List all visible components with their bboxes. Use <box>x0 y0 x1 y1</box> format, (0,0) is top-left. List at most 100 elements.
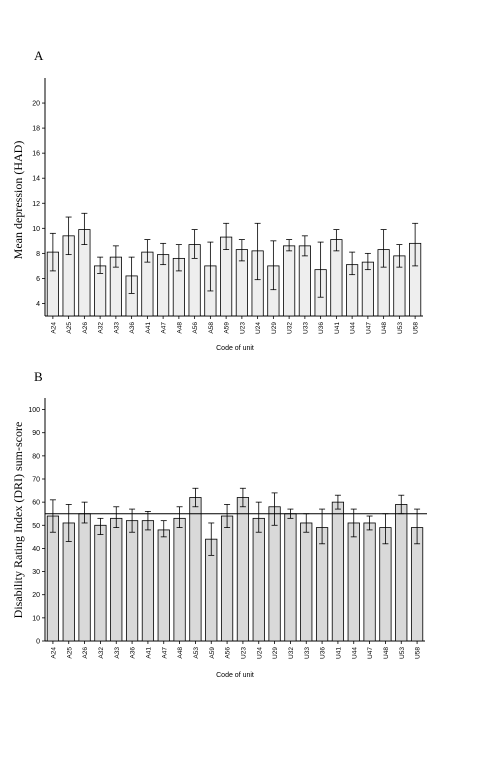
y-tick-label-b: 60 <box>32 500 40 507</box>
x-tick-label-b-U53: U53 <box>399 647 406 659</box>
x-tick-label-b-U44: U44 <box>351 647 358 659</box>
bar-b-U47 <box>363 522 376 642</box>
panel-letter-a: A <box>34 48 44 63</box>
x-tick-label-b-A33: A33 <box>114 647 121 659</box>
bar-b-U29 <box>268 506 281 642</box>
x-tick-label-a-A59: A59 <box>224 322 231 334</box>
x-tick-label-b-U48: U48 <box>383 647 390 659</box>
bar-b-A32 <box>94 524 107 642</box>
y-tick-label-a: 4 <box>36 301 40 308</box>
y-tick-label-b: 100 <box>28 407 40 414</box>
x-tick-label-a-U24: U24 <box>255 322 262 334</box>
x-tick-label-b-A26: A26 <box>82 647 89 659</box>
bar-b-U36 <box>315 527 329 642</box>
y-tick-label-a: 16 <box>32 151 40 158</box>
panel-letter-b: B <box>34 369 43 384</box>
y-tick-label-b: 10 <box>32 615 40 622</box>
x-tick-label-b-U29: U29 <box>272 647 279 659</box>
plot-area-b: 0 10 20 30 40 50 60 70 80 90 100 A24 A25 A26 A32 A33 A36… <box>28 398 427 659</box>
bar-a-U32 <box>283 245 296 317</box>
y-axis-label-a: Mean depression (HAD) <box>11 141 25 260</box>
y-tick-label-a: 20 <box>32 101 40 108</box>
x-tick-label-b-A25: A25 <box>66 647 73 659</box>
x-tick-label-a-A26: A26 <box>82 322 89 334</box>
bar-b-U23 <box>236 497 250 642</box>
bar-b-A47 <box>157 529 170 642</box>
x-tick-label-a-A41: A41 <box>145 322 152 334</box>
x-tick-label-b-U32: U32 <box>288 647 295 659</box>
bar-b-A26 <box>78 513 91 642</box>
x-tick-label-a-U47: U47 <box>365 322 372 334</box>
x-tick-label-b-U23: U23 <box>240 647 247 659</box>
x-tick-label-a-A24: A24 <box>50 322 57 334</box>
y-tick-label-a: 12 <box>32 201 40 208</box>
bar-b-U24 <box>252 517 265 642</box>
bar-b-A53 <box>189 497 202 642</box>
x-tick-label-a-U29: U29 <box>271 322 278 334</box>
bar-b-U44 <box>347 522 360 642</box>
x-tick-label-a-A48: A48 <box>176 322 183 334</box>
x-tick-label-b-A32: A32 <box>98 647 105 659</box>
y-tick-label-a: 6 <box>36 276 40 283</box>
x-tick-label-b-U58: U58 <box>415 647 422 659</box>
bar-b-U53 <box>395 504 408 642</box>
bar-b-U33 <box>300 522 313 642</box>
bar-b-A33 <box>110 517 123 642</box>
x-tick-label-b-A47: A47 <box>161 647 168 659</box>
x-tick-label-a-U58: U58 <box>413 322 420 334</box>
x-tick-label-a-U53: U53 <box>397 322 404 334</box>
y-tick-label-a: 18 <box>32 126 40 133</box>
x-axis-label-a: Code of unit <box>216 345 254 352</box>
x-tick-label-a-A47: A47 <box>161 322 168 334</box>
y-tick-label-b: 0 <box>36 639 40 646</box>
x-tick-label-a-A32: A32 <box>98 322 105 334</box>
x-tick-label-a-U36: U36 <box>318 322 325 334</box>
x-tick-label-b-U24: U24 <box>256 647 263 659</box>
x-tick-label-a-A56: A56 <box>192 322 199 334</box>
bar-b-A36 <box>125 520 139 642</box>
bar-b-U48 <box>379 527 392 642</box>
x-tick-label-a-U44: U44 <box>350 322 357 334</box>
y-tick-label-a: 14 <box>32 176 40 183</box>
bar-b-U41 <box>331 501 345 642</box>
panel-b: B Disability Rating Index (DRI) sum-scor… <box>11 369 427 679</box>
x-tick-label-b-A53: A53 <box>193 647 200 659</box>
x-tick-label-a-U32: U32 <box>287 322 294 334</box>
y-tick-label-a: 8 <box>36 251 40 258</box>
y-tick-label-b: 20 <box>32 592 40 599</box>
plot-area-a: 4 6 8 10 12 14 16 18 20 A24 A25 A26 A32 A33 A36 A41 A47 A… <box>32 78 423 334</box>
bar-b-U32 <box>284 513 297 642</box>
bar-a-U33 <box>298 245 311 317</box>
y-tick-label-b: 90 <box>32 430 40 437</box>
x-tick-label-b-A59: A59 <box>209 647 216 659</box>
x-tick-label-b-A24: A24 <box>50 647 57 659</box>
bar-b-A24 <box>46 515 60 642</box>
y-tick-label-b: 80 <box>32 453 40 460</box>
bar-b-U58 <box>410 527 424 642</box>
x-tick-label-b-U36: U36 <box>320 647 327 659</box>
x-tick-label-a-A25: A25 <box>66 322 73 334</box>
y-tick-label-a: 10 <box>32 226 40 233</box>
x-tick-label-a-U33: U33 <box>302 322 309 334</box>
x-tick-label-b-A56: A56 <box>225 647 232 659</box>
x-tick-label-a-U23: U23 <box>239 322 246 334</box>
y-axis-label-b: Disability Rating Index (DRI) sum-score <box>11 422 25 619</box>
x-tick-label-a-A33: A33 <box>113 322 120 334</box>
y-tick-label-b: 50 <box>32 523 40 530</box>
y-tick-label-b: 70 <box>32 477 40 484</box>
x-axis-label-b: Code of unit <box>216 672 254 679</box>
bar-b-A56 <box>220 515 234 642</box>
x-tick-label-a-U48: U48 <box>381 322 388 334</box>
x-tick-label-b-U47: U47 <box>367 647 374 659</box>
x-tick-label-b-U41: U41 <box>335 647 342 659</box>
x-tick-label-a-A58: A58 <box>208 322 215 334</box>
x-tick-label-b-A48: A48 <box>177 647 184 659</box>
bar-b-A41 <box>141 520 155 642</box>
panel-a: A Mean depression (HAD) Code of unit 4 6 8… <box>11 48 423 352</box>
y-tick-label-b: 40 <box>32 546 40 553</box>
x-tick-label-b-A41: A41 <box>145 647 152 659</box>
x-tick-label-b-A36: A36 <box>130 647 137 659</box>
bar-a-U47 <box>361 261 374 317</box>
y-tick-label-b: 30 <box>32 569 40 576</box>
